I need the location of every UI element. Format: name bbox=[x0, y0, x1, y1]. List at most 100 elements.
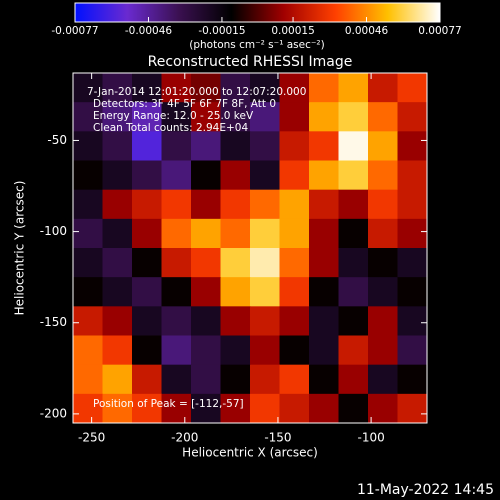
heatmap-cell bbox=[368, 335, 398, 366]
heatmap-cell bbox=[250, 393, 280, 424]
heatmap-cell bbox=[161, 131, 192, 161]
heatmap-cell bbox=[73, 160, 103, 191]
heatmap-cell bbox=[368, 131, 398, 161]
y-tick-label: -200 bbox=[40, 406, 67, 420]
heatmap-cell bbox=[220, 277, 251, 307]
heatmap-cell bbox=[220, 364, 251, 395]
heatmap-cell bbox=[397, 73, 428, 103]
heatmap-cell bbox=[191, 335, 221, 366]
heatmap-cell bbox=[279, 131, 310, 161]
heatmap-cell bbox=[161, 160, 192, 191]
heatmap-cell bbox=[73, 102, 103, 132]
heatmap-cell bbox=[73, 73, 103, 103]
heatmap bbox=[73, 73, 428, 424]
heatmap-cell bbox=[132, 335, 162, 366]
heatmap-cell bbox=[191, 102, 221, 132]
heatmap-cell bbox=[309, 102, 339, 132]
heatmap-cell bbox=[309, 335, 339, 366]
colorbar-tick-label: 0.00077 bbox=[418, 25, 461, 37]
y-tick-label: -100 bbox=[40, 224, 67, 238]
heatmap-cell bbox=[368, 218, 398, 249]
heatmap-cell bbox=[132, 160, 162, 191]
heatmap-cell bbox=[161, 218, 192, 249]
heatmap-cell bbox=[132, 277, 162, 307]
heatmap-cell bbox=[132, 393, 162, 424]
heatmap-cell bbox=[279, 73, 310, 103]
heatmap-cell bbox=[161, 189, 192, 220]
heatmap-cell bbox=[338, 248, 369, 278]
heatmap-cell bbox=[250, 160, 280, 191]
heatmap-cell bbox=[397, 131, 428, 161]
x-axis-label: Heliocentric X (arcsec) bbox=[182, 446, 318, 460]
x-tick-label: -250 bbox=[78, 431, 105, 445]
timestamp: 11-May-2022 14:45 bbox=[357, 482, 494, 498]
heatmap-cell bbox=[161, 73, 192, 103]
heatmap-cell bbox=[368, 248, 398, 278]
heatmap-cell bbox=[102, 306, 133, 336]
heatmap-cell bbox=[368, 102, 398, 132]
heatmap-cell bbox=[220, 218, 251, 249]
heatmap-cell bbox=[220, 306, 251, 336]
heatmap-cell bbox=[191, 277, 221, 307]
heatmap-cell bbox=[338, 335, 369, 366]
heatmap-cell bbox=[73, 393, 103, 424]
heatmap-cell bbox=[397, 335, 428, 366]
heatmap-cell bbox=[279, 160, 310, 191]
heatmap-cell bbox=[309, 131, 339, 161]
heatmap-cell bbox=[220, 248, 251, 278]
heatmap-cell bbox=[73, 306, 103, 336]
heatmap-cell bbox=[250, 102, 280, 132]
colorbar-tick-label: -0.00046 bbox=[125, 25, 173, 37]
heatmap-cell bbox=[250, 306, 280, 336]
heatmap-cell bbox=[161, 102, 192, 132]
heatmap-cell bbox=[338, 73, 369, 103]
heatmap-cell bbox=[338, 306, 369, 336]
heatmap-cell bbox=[397, 189, 428, 220]
heatmap-cell bbox=[191, 364, 221, 395]
x-tick-label: -100 bbox=[357, 431, 384, 445]
heatmap-cell bbox=[250, 218, 280, 249]
heatmap-cell bbox=[397, 160, 428, 191]
heatmap-cell bbox=[250, 189, 280, 220]
y-tick-label: -150 bbox=[40, 315, 67, 329]
colorbar-tick-label: 0.00015 bbox=[271, 25, 314, 37]
heatmap-cell bbox=[220, 131, 251, 161]
heatmap-cell bbox=[161, 335, 192, 366]
heatmap-cell bbox=[279, 218, 310, 249]
heatmap-cell bbox=[102, 131, 133, 161]
annotation: Energy Range: 12.0 - 25.0 keV bbox=[93, 110, 254, 122]
heatmap-cell bbox=[132, 102, 162, 132]
colorbar bbox=[74, 2, 441, 23]
heatmap-cell bbox=[338, 277, 369, 307]
heatmap-cell bbox=[309, 306, 339, 336]
heatmap-cell bbox=[309, 218, 339, 249]
heatmap-cell bbox=[102, 160, 133, 191]
heatmap-cell bbox=[279, 364, 310, 395]
heatmap-cell bbox=[132, 364, 162, 395]
annotation: Clean Total counts: 2.94E+04 bbox=[93, 122, 248, 134]
heatmap-cell bbox=[250, 335, 280, 366]
heatmap-cell bbox=[132, 218, 162, 249]
heatmap-cell bbox=[191, 306, 221, 336]
peak-note: Position of Peak = [-112,-57] bbox=[93, 398, 244, 410]
heatmap-cell bbox=[338, 393, 369, 424]
heatmap-cell bbox=[250, 131, 280, 161]
heatmap-cell bbox=[397, 306, 428, 336]
heatmap-cell bbox=[102, 218, 133, 249]
heatmap-cell bbox=[191, 218, 221, 249]
heatmap-cell bbox=[102, 277, 133, 307]
heatmap-cell bbox=[132, 189, 162, 220]
heatmap-cell bbox=[161, 277, 192, 307]
heatmap-cell bbox=[309, 160, 339, 191]
heatmap-cell bbox=[132, 248, 162, 278]
heatmap-cell bbox=[309, 364, 339, 395]
heatmap-cell bbox=[279, 277, 310, 307]
heatmap-cell bbox=[102, 189, 133, 220]
heatmap-cell bbox=[132, 73, 162, 103]
heatmap-cell bbox=[191, 189, 221, 220]
colorbar-label: (photons cm⁻² s⁻¹ asec⁻²) bbox=[189, 39, 324, 51]
heatmap-cell bbox=[73, 335, 103, 366]
plot-frame bbox=[72, 72, 428, 424]
heatmap-cell bbox=[279, 189, 310, 220]
